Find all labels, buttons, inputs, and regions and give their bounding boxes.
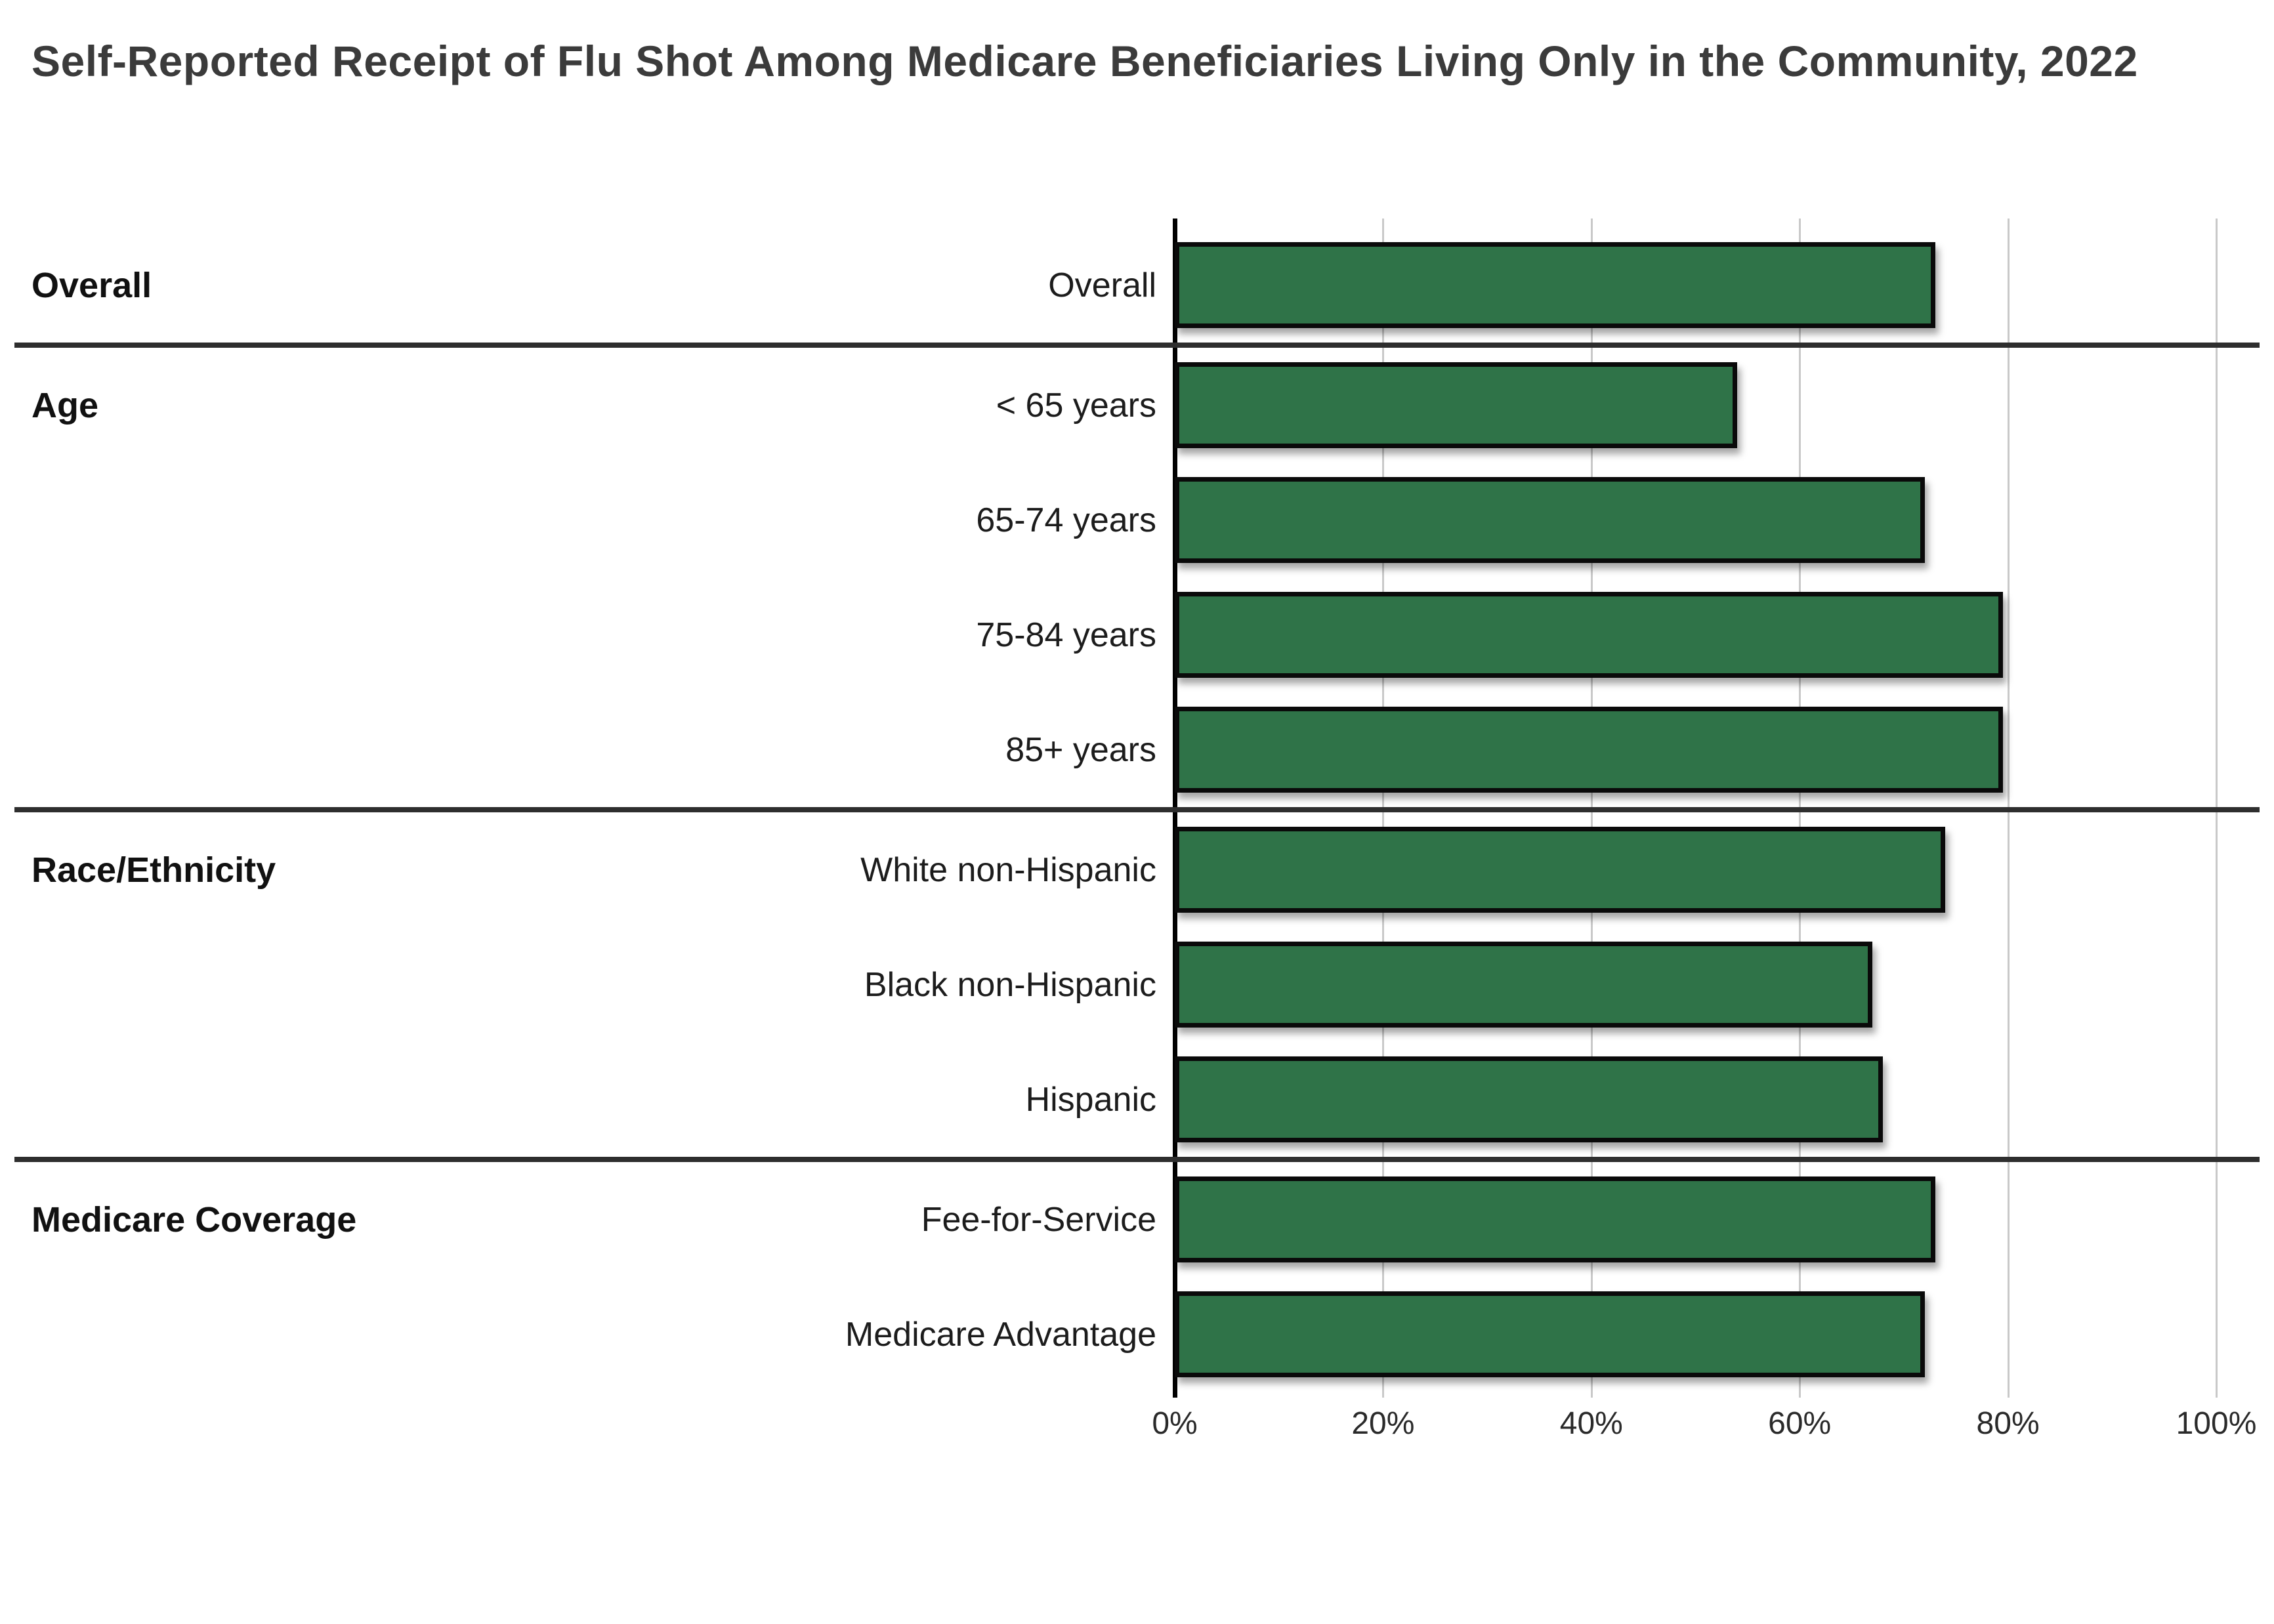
- x-tick-label: 40%: [1559, 1406, 1623, 1441]
- x-tick-label: 20%: [1351, 1406, 1415, 1441]
- chart-row: Black non-Hispanic: [0, 927, 2274, 1042]
- group-label: Age: [32, 385, 99, 425]
- section-separator: [14, 343, 2260, 348]
- row-label: Fee-for-Service: [921, 1200, 1156, 1239]
- chart-row: 75-84 years: [0, 577, 2274, 692]
- chart-row: Medicare Advantage: [0, 1277, 2274, 1392]
- chart-row: 65-74 years: [0, 463, 2274, 577]
- group-label: Race/Ethnicity: [32, 850, 276, 890]
- chart-row: Overall: [0, 228, 2274, 343]
- bar: [1175, 477, 1925, 563]
- x-tick-label: 60%: [1768, 1406, 1832, 1441]
- row-label: Hispanic: [1025, 1080, 1156, 1119]
- bar: [1175, 707, 2003, 793]
- row-label: Overall: [1048, 266, 1156, 304]
- row-label: < 65 years: [996, 386, 1156, 425]
- row-label: Medicare Advantage: [845, 1315, 1156, 1354]
- bar: [1175, 242, 1935, 328]
- chart-rows: Overall Overall Age < 65 years 65-74 yea…: [0, 228, 2274, 1392]
- row-label: 65-74 years: [976, 501, 1156, 539]
- group-label: Overall: [32, 265, 152, 305]
- row-label: White non-Hispanic: [860, 850, 1156, 889]
- x-tick-label: 100%: [2176, 1406, 2257, 1441]
- chart-row: Fee-for-Service: [0, 1162, 2274, 1277]
- bar: [1175, 1291, 1925, 1377]
- bar: [1175, 1176, 1935, 1262]
- row-label: 85+ years: [1005, 730, 1156, 769]
- x-tick-label: 0%: [1152, 1406, 1198, 1441]
- bar: [1175, 362, 1737, 448]
- section-medicare-coverage: Medicare Coverage Fee-for-Service Medica…: [0, 1162, 2274, 1392]
- bar: [1175, 942, 1873, 1028]
- x-tick-label: 80%: [1976, 1406, 2040, 1441]
- chart-row: Hispanic: [0, 1042, 2274, 1157]
- section-race-ethnicity: Race/Ethnicity White non-Hispanic Black …: [0, 812, 2274, 1157]
- chart-title: Self-Reported Receipt of Flu Shot Among …: [32, 37, 2138, 85]
- bar: [1175, 592, 2003, 678]
- chart-row: White non-Hispanic: [0, 812, 2274, 927]
- section-overall: Overall Overall: [0, 228, 2274, 343]
- group-label: Medicare Coverage: [32, 1199, 357, 1239]
- bar: [1175, 827, 1946, 913]
- row-label: 75-84 years: [976, 615, 1156, 654]
- chart-row: 85+ years: [0, 692, 2274, 807]
- row-label: Black non-Hispanic: [864, 965, 1156, 1004]
- section-separator: [14, 1157, 2260, 1162]
- section-separator: [14, 807, 2260, 812]
- chart-row: < 65 years: [0, 348, 2274, 463]
- bar: [1175, 1056, 1884, 1142]
- section-age: Age < 65 years 65-74 years 75-84 years 8…: [0, 348, 2274, 807]
